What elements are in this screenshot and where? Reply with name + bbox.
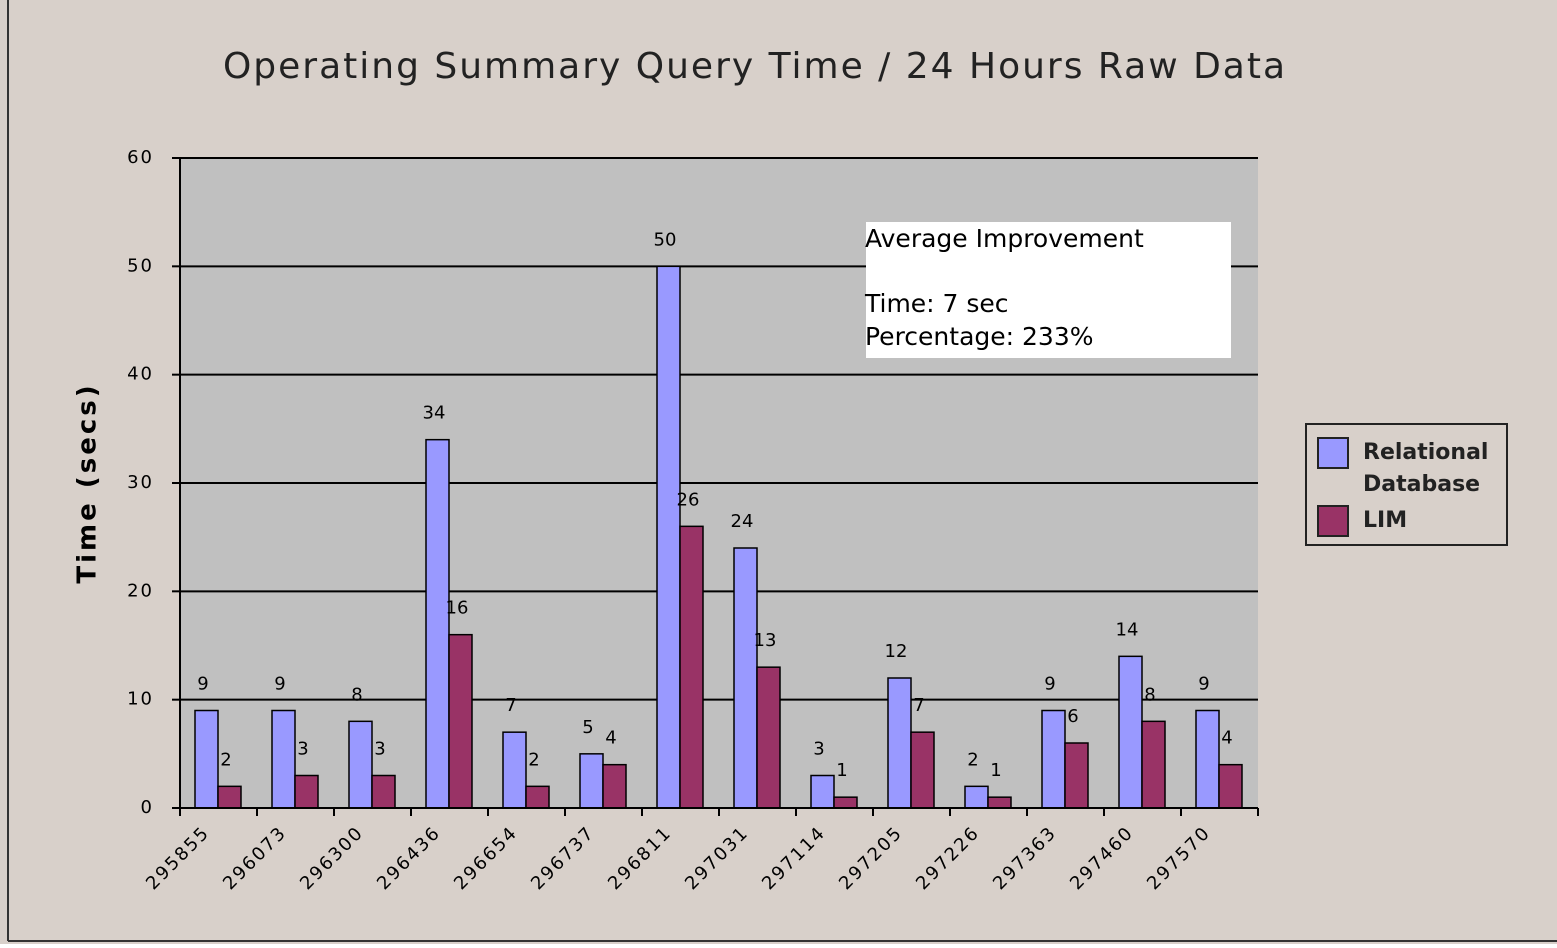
y-tick-label: 20	[127, 580, 154, 601]
annotation-percentage: Percentage: 233%	[865, 322, 1093, 351]
data-label: 14	[1116, 619, 1139, 640]
y-tick-label: 10	[127, 689, 154, 710]
bar	[887, 677, 912, 809]
data-label: 2	[528, 749, 539, 770]
bar	[910, 731, 935, 809]
bar	[1141, 720, 1166, 809]
data-label: 24	[731, 511, 754, 532]
bar	[1195, 709, 1220, 809]
bar	[371, 774, 396, 809]
data-label: 26	[677, 489, 700, 510]
bar	[964, 785, 989, 809]
bar	[1118, 655, 1143, 809]
data-label: 1	[990, 760, 1001, 781]
data-label: 3	[813, 739, 824, 760]
data-label: 12	[885, 641, 908, 662]
chart-title: Operating Summary Query Time / 24 Hours …	[223, 46, 1287, 87]
data-label: 9	[197, 674, 208, 695]
data-label: 3	[374, 739, 385, 760]
bar	[733, 547, 758, 809]
data-label: 9	[274, 674, 285, 695]
legend-swatch	[1317, 505, 1349, 537]
data-label: 4	[1221, 728, 1232, 749]
y-tick-label: 0	[141, 797, 154, 818]
data-label: 7	[913, 695, 924, 716]
bar	[502, 731, 527, 809]
bar	[656, 265, 681, 809]
data-label: 8	[351, 684, 362, 705]
data-label: 2	[220, 749, 231, 770]
bar	[579, 753, 604, 809]
legend-label: LIM	[1363, 508, 1408, 533]
data-label: 8	[1144, 684, 1155, 705]
annotation-box	[866, 222, 1231, 358]
bar	[810, 774, 835, 809]
bar	[833, 796, 858, 809]
bar	[217, 785, 242, 809]
bar	[194, 709, 219, 809]
annotation-time: Time: 7 sec	[864, 289, 1009, 318]
bar	[1041, 709, 1066, 809]
y-tick-label: 60	[127, 147, 154, 168]
y-tick-label: 50	[127, 255, 154, 276]
bar	[1218, 763, 1243, 809]
legend: Relational Database LIM	[1305, 423, 1508, 546]
data-label: 7	[505, 695, 516, 716]
bar	[348, 720, 373, 809]
data-label: 3	[297, 739, 308, 760]
data-label: 2	[967, 749, 978, 770]
bar	[602, 763, 627, 809]
y-tick-label: 30	[127, 472, 154, 493]
annotation-title: Average Improvement	[865, 224, 1144, 253]
data-label: 9	[1044, 674, 1055, 695]
bar	[425, 438, 450, 809]
data-label: 16	[446, 598, 469, 619]
legend-item: Relational Database	[1317, 437, 1503, 501]
data-label: 9	[1198, 674, 1209, 695]
bar	[271, 709, 296, 809]
y-tick-label: 40	[127, 364, 154, 385]
data-label: 6	[1067, 706, 1078, 727]
legend-label: Relational Database	[1363, 440, 1489, 497]
data-label: 1	[836, 760, 847, 781]
bar	[756, 666, 781, 809]
bar	[1064, 742, 1089, 809]
data-label: 5	[582, 717, 593, 738]
y-axis-title: Time (secs)	[73, 382, 103, 583]
bar	[987, 796, 1012, 809]
legend-swatch	[1317, 437, 1349, 469]
bar	[525, 785, 550, 809]
legend-item: LIM	[1317, 505, 1503, 537]
bar	[448, 633, 473, 809]
data-label: 50	[654, 229, 677, 250]
data-label: 13	[754, 630, 777, 651]
data-label: 4	[605, 728, 616, 749]
data-label: 34	[423, 403, 446, 424]
bar	[679, 525, 704, 809]
bar	[294, 774, 319, 809]
